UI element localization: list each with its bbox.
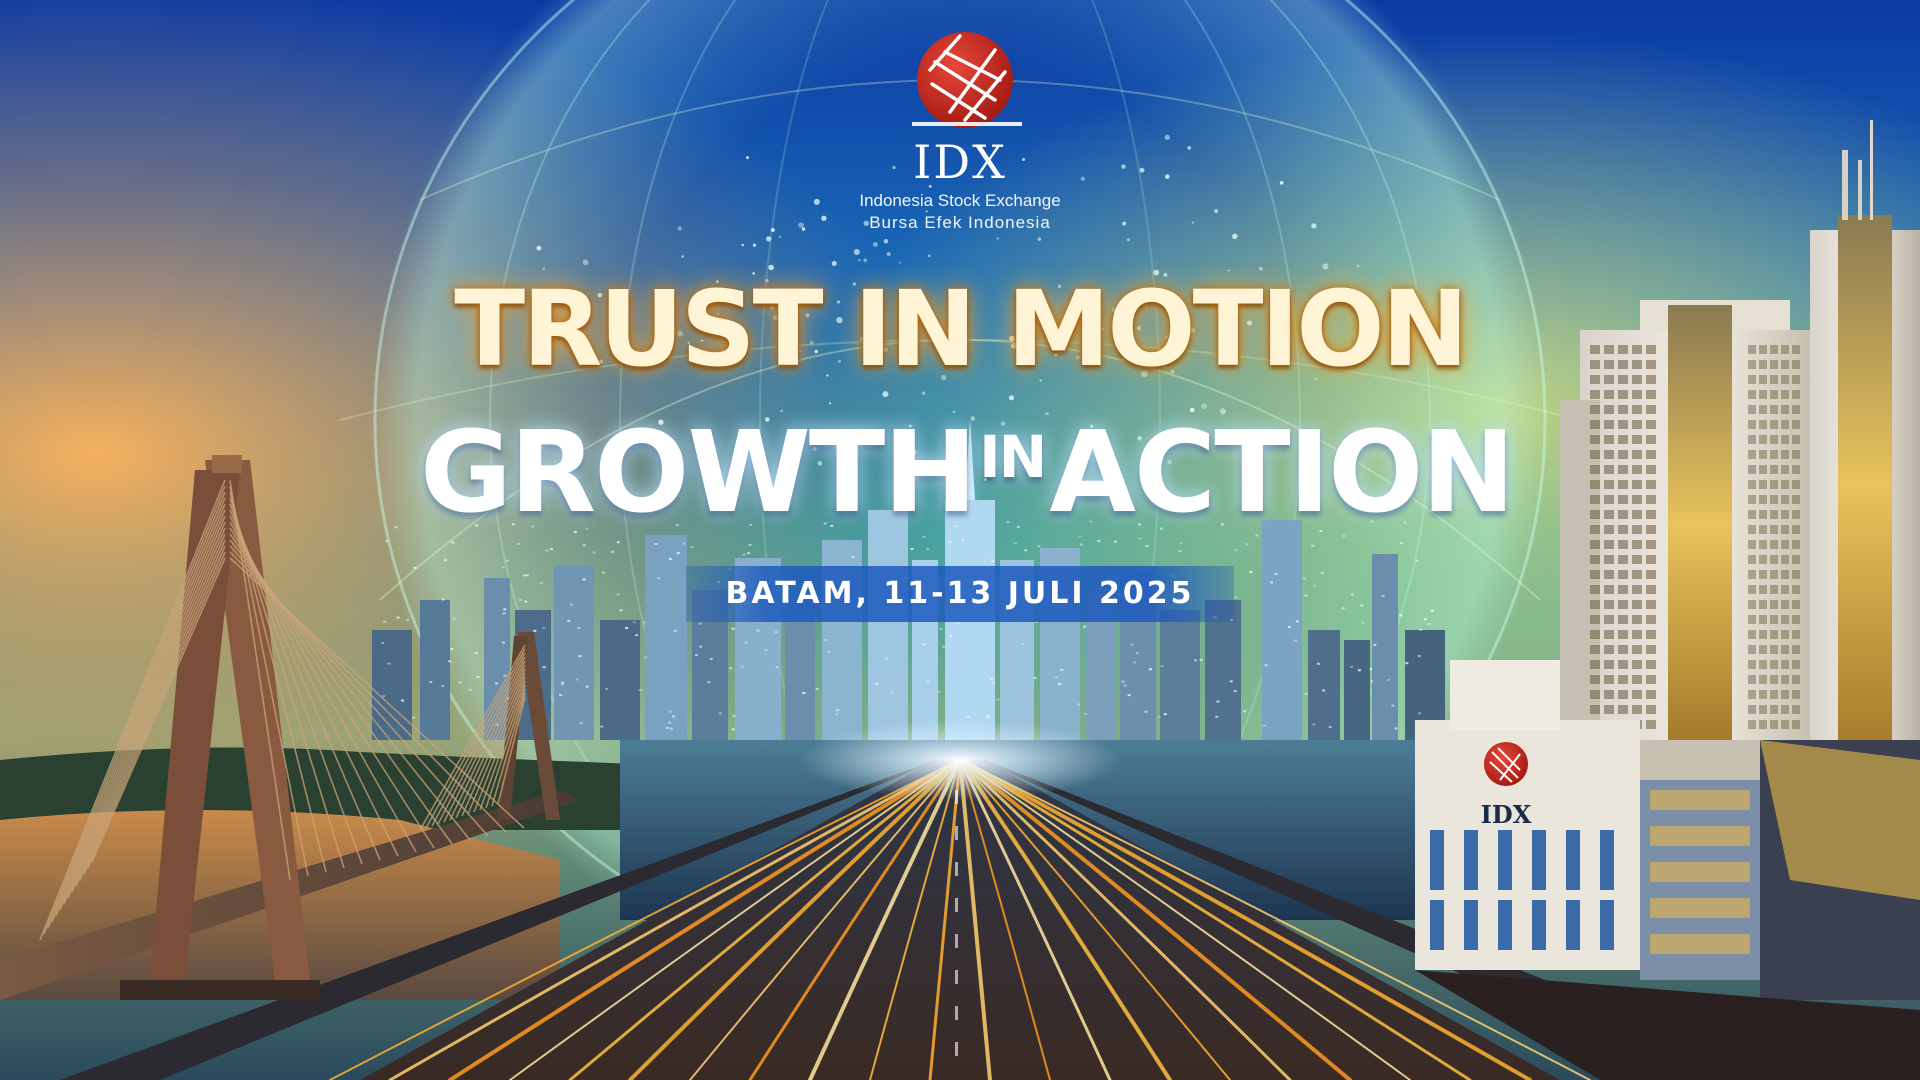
idx-logo-emblem [912,32,1022,128]
headline-action-word: ACTION [1049,408,1515,538]
headline-in-word: IN [979,423,1047,491]
logo-subtitle-indonesian: Bursa Efek Indonesia [869,213,1051,232]
logo-wordmark: IDX [913,135,1007,189]
idx-tower [1560,120,1920,755]
headline-growth-in-action: GROWTHINACTION [420,408,1515,538]
idx-podium-building [1415,660,1920,1080]
building-sign-wordmark: IDX [1480,800,1532,829]
light-particles [536,134,1397,481]
event-date-banner: BATAM, 11-13 JULI 2025 [686,566,1234,622]
logo-subtitle-english: Indonesia Stock Exchange [859,191,1061,210]
city-skyline [372,420,1445,740]
headline-trust-in-motion: TRUST IN MOTION [454,268,1468,390]
cable-bridge [0,455,580,1000]
headline-growth-word: GROWTH [420,408,977,538]
